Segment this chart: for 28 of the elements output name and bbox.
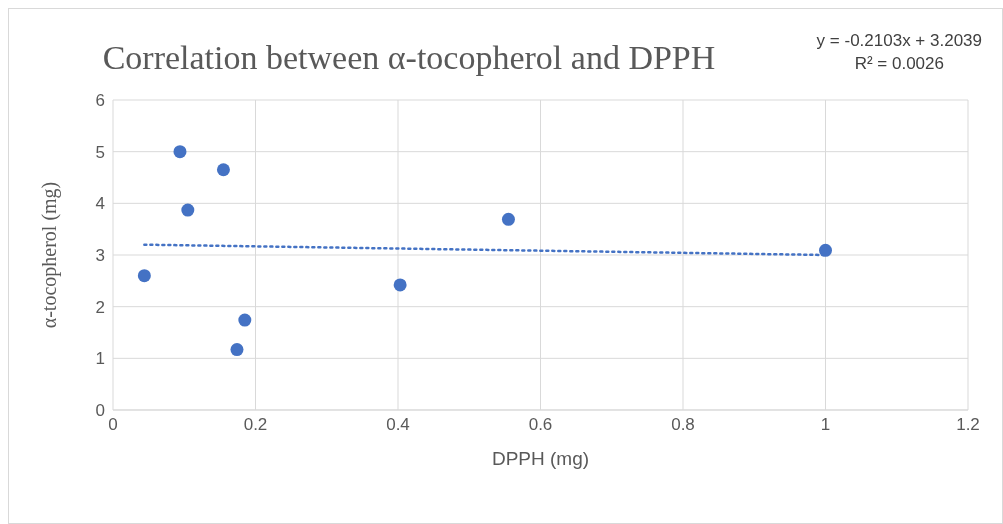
point xyxy=(173,145,187,159)
point xyxy=(501,212,515,226)
point xyxy=(819,243,832,257)
y-tick-label: 3 xyxy=(95,246,105,266)
x-tick-label: 1.2 xyxy=(956,415,980,435)
point xyxy=(230,343,244,357)
y-tick-label: 6 xyxy=(95,91,105,111)
x-axis-title: DPPH (mg) xyxy=(491,448,590,469)
point xyxy=(238,313,252,327)
x-tick-label: 1 xyxy=(820,415,831,435)
point xyxy=(393,278,407,292)
y-tick-label: 5 xyxy=(95,142,105,162)
text: y = -0.2103x + 3.2039 xyxy=(816,30,982,52)
text: R² = 0.0026 xyxy=(853,53,945,75)
point xyxy=(181,203,195,217)
y-tick-label: 4 xyxy=(95,194,105,214)
chart-title: Correlation between α-tocopherol and DPPH xyxy=(101,39,717,77)
x-tick-label: 0 xyxy=(108,415,118,435)
x-tick-label: 0.8 xyxy=(671,415,695,435)
point xyxy=(216,163,230,177)
x-tick-label: 0.4 xyxy=(386,415,410,435)
x-tick-label: 0.6 xyxy=(528,415,553,435)
y-tick-label: 1 xyxy=(95,349,105,369)
y-tick-label: 2 xyxy=(95,297,105,317)
y-tick-label: 0 xyxy=(95,401,105,421)
y-axis-title: α-tocopherol (mg) xyxy=(38,181,62,329)
x-tick-label: 0.2 xyxy=(243,415,268,435)
point xyxy=(137,269,151,283)
